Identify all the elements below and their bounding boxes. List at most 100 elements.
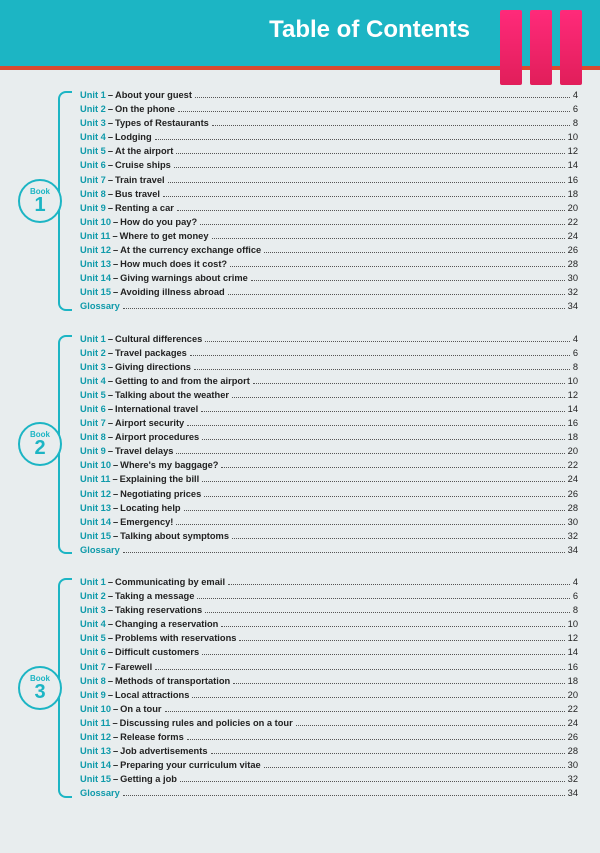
separator: – <box>108 388 113 402</box>
toc-row: Unit 9 – Renting a car20 <box>80 201 578 215</box>
topic-title: Airport procedures <box>115 430 199 444</box>
unit-label: Glossary <box>80 786 120 800</box>
leader-dots <box>264 252 564 253</box>
toc-row: Unit 13 – Job advertisements28 <box>80 744 578 758</box>
unit-label: Unit 5 <box>80 388 106 402</box>
leader-dots <box>202 439 564 440</box>
unit-label: Unit 3 <box>80 360 106 374</box>
unit-label: Unit 4 <box>80 130 106 144</box>
unit-label: Unit 2 <box>80 346 106 360</box>
separator: – <box>108 444 113 458</box>
toc-row: Glossary34 <box>80 299 578 313</box>
topic-title: Lodging <box>115 130 152 144</box>
leader-dots <box>187 425 564 426</box>
page-number: 34 <box>568 543 578 557</box>
leader-dots <box>212 238 565 239</box>
toc-row: Unit 2 – Taking a message6 <box>80 589 578 603</box>
topic-title: Negotiating prices <box>120 487 201 501</box>
separator: – <box>108 88 113 102</box>
unit-label: Unit 12 <box>80 487 111 501</box>
unit-label: Unit 14 <box>80 271 111 285</box>
unit-label: Unit 3 <box>80 116 106 130</box>
separator: – <box>108 102 113 116</box>
unit-label: Unit 12 <box>80 243 111 257</box>
page-number: 30 <box>568 271 578 285</box>
toc-row: Unit 6 – International travel14 <box>80 402 578 416</box>
separator: – <box>108 416 113 430</box>
separator: – <box>113 702 118 716</box>
separator: – <box>108 575 113 589</box>
separator: – <box>108 360 113 374</box>
topic-title: Discussing rules and policies on a tour <box>120 716 293 730</box>
leader-dots <box>123 308 565 309</box>
separator: – <box>113 271 118 285</box>
unit-label: Unit 4 <box>80 617 106 631</box>
leader-dots <box>202 481 564 482</box>
unit-label: Unit 6 <box>80 402 106 416</box>
toc-row: Unit 11 – Where to get money24 <box>80 229 578 243</box>
unit-label: Unit 9 <box>80 201 106 215</box>
topic-title: Avoiding illness abroad <box>120 285 225 299</box>
separator: – <box>113 730 118 744</box>
page-number: 4 <box>573 332 578 346</box>
page-title: Table of Contents <box>269 16 470 44</box>
unit-label: Unit 9 <box>80 444 106 458</box>
unit-label: Unit 3 <box>80 603 106 617</box>
topic-title: Methods of transportation <box>115 674 230 688</box>
separator: – <box>112 229 117 243</box>
page-number: 30 <box>568 758 578 772</box>
toc-row: Unit 15 – Talking about symptoms32 <box>80 529 578 543</box>
topic-title: Explaining the bill <box>120 472 200 486</box>
unit-label: Unit 14 <box>80 758 111 772</box>
page-number: 26 <box>568 243 578 257</box>
leader-dots <box>205 612 570 613</box>
toc-content: Book1Unit 1 – About your guest4Unit 2 – … <box>22 88 578 839</box>
page-number: 32 <box>568 285 578 299</box>
leader-dots <box>155 669 564 670</box>
toc-row: Unit 5 – At the airport12 <box>80 144 578 158</box>
unit-label: Unit 6 <box>80 158 106 172</box>
topic-title: Cultural differences <box>115 332 202 346</box>
topic-title: Talking about the weather <box>115 388 229 402</box>
topic-title: Emergency! <box>120 515 173 529</box>
separator: – <box>108 645 113 659</box>
toc-row: Unit 10 – Where's my baggage?22 <box>80 458 578 472</box>
topic-title: Giving directions <box>115 360 191 374</box>
book-block: Book3Unit 1 – Communicating by email4Uni… <box>22 575 578 801</box>
toc-row: Unit 2 – Travel packages6 <box>80 346 578 360</box>
book-block: Book2Unit 1 – Cultural differences4Unit … <box>22 332 578 558</box>
topic-title: Airport security <box>115 416 184 430</box>
bar-icon <box>560 10 582 85</box>
leader-dots <box>221 626 564 627</box>
unit-label: Unit 11 <box>80 472 110 486</box>
topic-title: Farewell <box>115 660 152 674</box>
unit-label: Unit 10 <box>80 458 111 472</box>
toc-row: Unit 5 – Talking about the weather12 <box>80 388 578 402</box>
topic-title: Renting a car <box>115 201 174 215</box>
separator: – <box>112 716 117 730</box>
toc-row: Unit 3 – Taking reservations8 <box>80 603 578 617</box>
toc-row: Unit 8 – Methods of transportation18 <box>80 674 578 688</box>
page-number: 6 <box>573 102 578 116</box>
page-number: 22 <box>568 702 578 716</box>
separator: – <box>108 187 113 201</box>
separator: – <box>113 501 118 515</box>
unit-label: Unit 5 <box>80 631 106 645</box>
page-number: 16 <box>568 660 578 674</box>
unit-label: Unit 14 <box>80 515 111 529</box>
separator: – <box>108 116 113 130</box>
unit-label: Unit 12 <box>80 730 111 744</box>
leader-dots <box>221 467 564 468</box>
leader-dots <box>264 767 565 768</box>
toc-row: Unit 4 – Getting to and from the airport… <box>80 374 578 388</box>
separator: – <box>108 130 113 144</box>
toc-row: Unit 9 – Travel delays20 <box>80 444 578 458</box>
toc-row: Unit 14 – Emergency!30 <box>80 515 578 529</box>
page-number: 12 <box>568 144 578 158</box>
leader-dots <box>228 294 565 295</box>
separator: – <box>113 515 118 529</box>
leader-dots <box>177 210 565 211</box>
bar-icon <box>530 10 552 85</box>
page-number: 20 <box>568 444 578 458</box>
toc-row: Unit 13 – How much does it cost?28 <box>80 257 578 271</box>
